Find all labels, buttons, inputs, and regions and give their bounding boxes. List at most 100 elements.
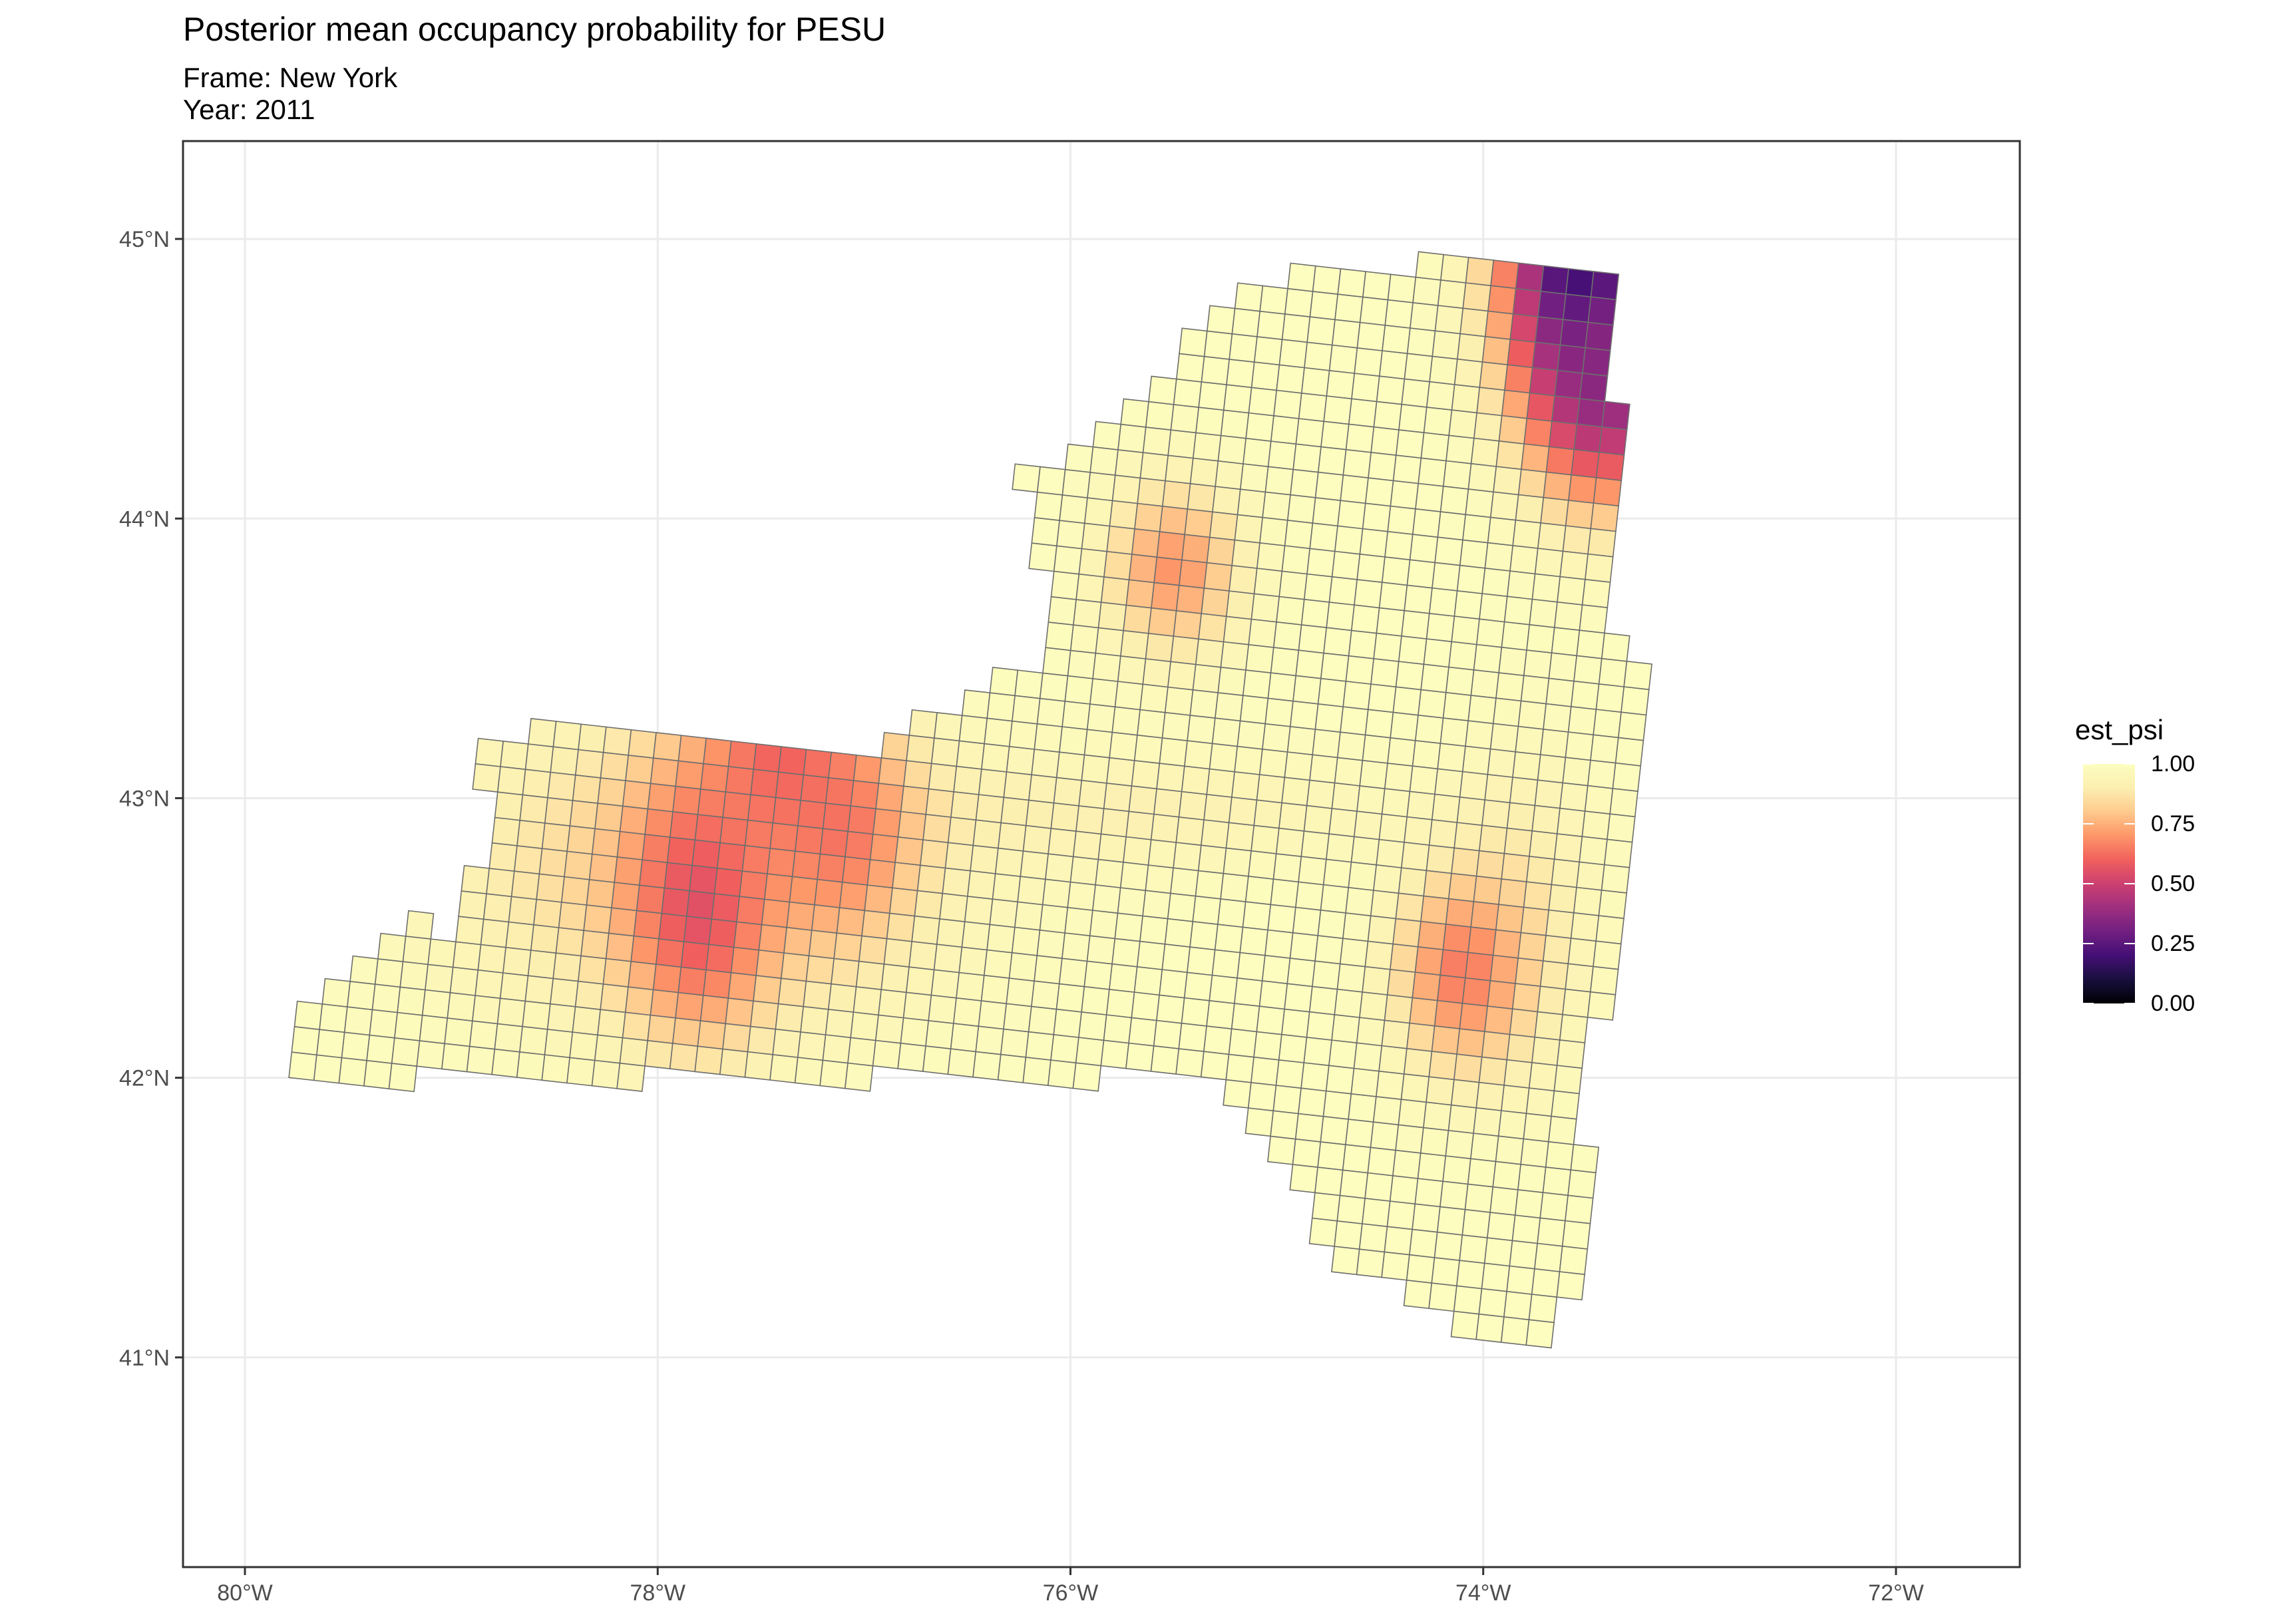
grid-cell xyxy=(1153,788,1183,818)
grid-cell xyxy=(1244,1107,1274,1137)
grid-cell xyxy=(1531,1268,1561,1298)
grid-cell xyxy=(541,1054,570,1084)
grid-cell xyxy=(569,1031,598,1061)
grid-cell xyxy=(343,1006,373,1036)
grid-cell xyxy=(1562,757,1591,787)
grid-cell xyxy=(978,768,1008,799)
grid-cell xyxy=(1562,293,1592,323)
grid-cell xyxy=(950,791,980,821)
grid-cell xyxy=(1184,508,1213,538)
grid-cell xyxy=(1392,686,1422,716)
grid-cell xyxy=(1386,1200,1416,1230)
grid-cell xyxy=(1362,734,1392,764)
grid-cell xyxy=(1229,564,1258,595)
grid-cell xyxy=(391,1037,421,1067)
grid-cell xyxy=(1434,1231,1463,1261)
grid-cell xyxy=(1621,686,1650,716)
grid-cell xyxy=(872,808,902,838)
grid-cell xyxy=(1585,553,1614,583)
grid-cell xyxy=(1178,559,1208,589)
grid-cell xyxy=(1582,347,1611,377)
grid-cell xyxy=(1173,378,1203,408)
grid-cell xyxy=(1300,598,1330,628)
grid-cell xyxy=(1147,607,1177,637)
grid-cell xyxy=(1607,813,1636,843)
grid-cell xyxy=(992,873,1022,903)
grid-cell xyxy=(744,1051,774,1081)
grid-cell xyxy=(1373,401,1403,431)
grid-cell xyxy=(1376,838,1405,868)
grid-cell xyxy=(1539,728,1569,759)
grid-cell xyxy=(1487,1212,1516,1242)
grid-cell xyxy=(1409,534,1439,564)
grid-cell xyxy=(1072,1062,1102,1092)
grid-cell xyxy=(1378,350,1408,380)
grid-cell xyxy=(1436,1206,1466,1236)
grid-cell xyxy=(1312,265,1342,295)
grid-cell xyxy=(1465,256,1495,287)
grid-cell xyxy=(566,1057,596,1087)
grid-cell xyxy=(1350,836,1380,866)
grid-cell xyxy=(488,842,518,872)
grid-cell xyxy=(953,765,982,795)
grid-cell xyxy=(1501,389,1531,419)
grid-cell xyxy=(1414,1178,1443,1208)
grid-cell xyxy=(1489,491,1519,521)
grid-cell xyxy=(761,898,791,928)
grid-cell xyxy=(1131,760,1161,790)
grid-cell xyxy=(1131,991,1160,1021)
grid-cell xyxy=(1529,830,1558,860)
grid-cell xyxy=(1308,986,1338,1015)
grid-cell xyxy=(808,930,838,960)
grid-cell xyxy=(797,1031,827,1061)
grid-cell xyxy=(711,893,741,923)
grid-cell xyxy=(1465,488,1494,518)
grid-cell xyxy=(1498,878,1527,908)
grid-cell xyxy=(1148,375,1177,405)
grid-cell xyxy=(480,918,510,948)
grid-cell xyxy=(1623,660,1652,691)
grid-cell xyxy=(1064,906,1093,937)
grid-cell xyxy=(958,715,988,745)
grid-cell xyxy=(472,995,501,1025)
grid-cell xyxy=(1211,949,1241,979)
grid-cell xyxy=(1423,638,1453,668)
grid-cell xyxy=(1100,576,1130,606)
grid-cell xyxy=(925,1019,954,1049)
grid-cell xyxy=(1187,946,1216,976)
grid-cell xyxy=(1290,468,1319,498)
grid-cell xyxy=(577,955,607,985)
grid-cell xyxy=(1559,782,1589,812)
grid-cell xyxy=(1579,604,1609,634)
grid-cell xyxy=(1498,415,1528,445)
grid-cell xyxy=(416,1040,445,1070)
grid-cell xyxy=(1595,451,1625,481)
grid-cell xyxy=(819,1059,849,1089)
grid-cell xyxy=(1289,1164,1318,1194)
grid-cell xyxy=(1103,550,1133,581)
grid-cell xyxy=(1206,305,1236,335)
grid-cell xyxy=(1175,353,1205,383)
grid-cell xyxy=(1470,669,1500,699)
grid-cell xyxy=(1384,530,1414,561)
grid-cell xyxy=(1331,550,1361,580)
grid-cell xyxy=(496,766,526,796)
grid-cell xyxy=(739,870,768,900)
grid-cell xyxy=(1231,539,1260,569)
grid-cell xyxy=(522,769,552,799)
grid-cell xyxy=(1464,1183,1494,1213)
grid-cell xyxy=(1055,751,1085,781)
grid-cell xyxy=(642,833,671,864)
grid-cell xyxy=(936,918,966,948)
grid-cell xyxy=(1278,1033,1308,1063)
grid-cell xyxy=(880,963,910,993)
grid-cell xyxy=(777,978,807,1007)
grid-cell xyxy=(1484,1005,1513,1035)
grid-cell xyxy=(1248,618,1277,648)
grid-cell xyxy=(1362,502,1392,532)
grid-cell xyxy=(1231,1003,1260,1033)
grid-cell xyxy=(1309,291,1339,321)
grid-cell xyxy=(1226,359,1255,389)
grid-cell xyxy=(1337,500,1366,530)
grid-cell xyxy=(1278,339,1308,369)
